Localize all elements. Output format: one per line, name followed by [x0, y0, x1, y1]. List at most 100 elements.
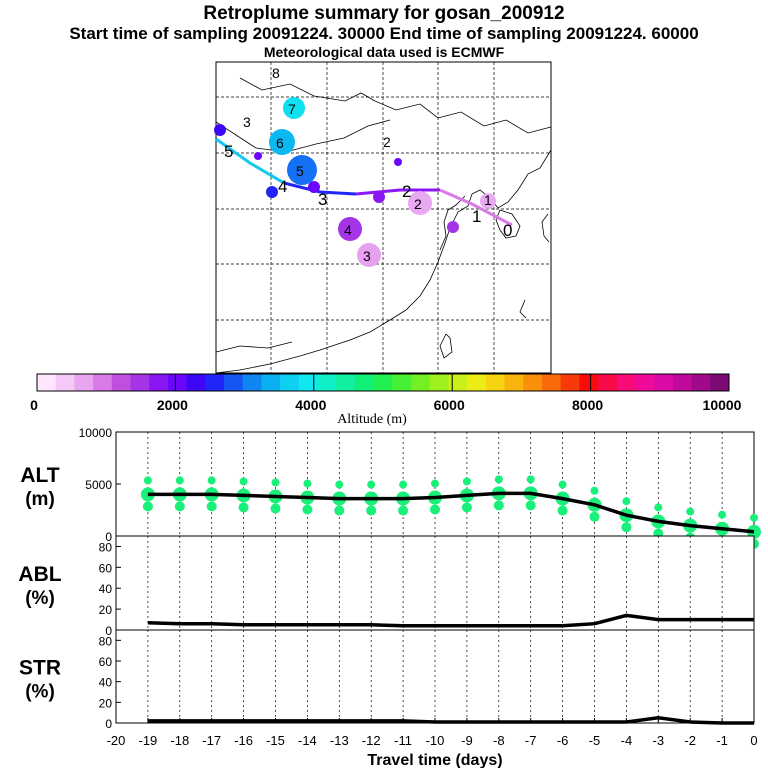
colorbar-cell [672, 374, 693, 391]
xtick-label: -2 [684, 733, 696, 748]
colorbar-cell [485, 374, 506, 391]
cluster-5 [287, 155, 317, 185]
xtick-label: -1 [716, 733, 728, 748]
map-panel: 5 4 3 2 1 0 8 7 6 5 4 3 3 2 2 1 [214, 61, 552, 374]
colorbar-cell [37, 374, 57, 391]
plume-blob [462, 477, 471, 486]
ytick-label: 20 [99, 696, 113, 710]
cluster-label-7: 7 [288, 101, 296, 117]
xtick-label: -6 [557, 733, 569, 748]
ylabel-str: STR [19, 657, 61, 680]
track-label-0: 0 [503, 221, 512, 240]
colorbar-cell [93, 374, 113, 391]
plume-blob [589, 511, 600, 522]
cluster-label-6: 6 [276, 135, 284, 151]
ylabel-unit: (m) [25, 489, 55, 510]
sampling-times: Start time of sampling 20091224. 30000 E… [69, 24, 699, 43]
time-series-panels: 0500010000ALT(m)020406080ABL(%)020406080… [18, 426, 761, 768]
colorbar-cell [130, 374, 150, 391]
xtick-label: -11 [394, 733, 412, 748]
plume-blob [686, 507, 695, 516]
colorbar-cell [74, 374, 94, 391]
colorbar-cell [149, 374, 169, 391]
cluster-label-5: 5 [296, 163, 304, 179]
xtick-label: -16 [234, 733, 253, 748]
cluster-3 [357, 243, 381, 267]
ytick-label: 60 [99, 655, 113, 669]
cluster-label-8: 8 [272, 65, 280, 81]
xtick-label: -10 [426, 733, 445, 748]
xtick-label: -8 [493, 733, 505, 748]
xtick-label: -20 [107, 733, 126, 748]
plume-blob [238, 502, 249, 513]
series-line-alt [147, 491, 755, 534]
xtick-label: -3 [653, 733, 665, 748]
plume-blob [270, 503, 281, 514]
plume-blob [398, 505, 409, 516]
colorbar-cell [55, 374, 75, 391]
xtick-label: -4 [621, 733, 633, 748]
plume-blob [525, 500, 536, 511]
plume-blob [303, 479, 312, 488]
colorbar-tick-label: 4000 [295, 397, 326, 413]
colorbar-cell [280, 374, 300, 391]
series-line-abl [147, 613, 754, 628]
ytick-label: 80 [99, 634, 113, 648]
plume-blob [494, 475, 503, 484]
colorbar-cell [635, 374, 655, 391]
plume-blob [621, 522, 632, 533]
ytick-label: 40 [99, 582, 113, 596]
ytick-label: 5000 [85, 478, 112, 492]
colorbar-label: Altitude (m) [337, 412, 407, 427]
colorbar-cell [429, 374, 449, 391]
plume-blob [590, 486, 599, 495]
colorbar-tick-label: 10000 [703, 397, 742, 413]
colorbar-cell [317, 374, 337, 391]
coastlines-borders [215, 77, 552, 374]
colorbar-cell [579, 374, 599, 391]
series-line-str [147, 716, 754, 725]
plume-blob [718, 510, 727, 519]
plume-blob [526, 475, 535, 484]
cluster-label-1: 1 [484, 192, 492, 208]
trajectory-track [215, 137, 513, 227]
colorbar-cell [373, 374, 393, 391]
colorbar-cell [242, 374, 262, 391]
cluster-4 [338, 217, 362, 241]
ytick-label: 20 [99, 603, 113, 617]
plume-blob [557, 505, 568, 516]
met-data-line: Meteorological data used is ECMWF [263, 44, 505, 60]
colorbar-cell [560, 374, 580, 391]
cluster-6 [269, 129, 295, 155]
plume-blob [335, 480, 344, 489]
track-label-3: 3 [318, 190, 327, 209]
xtick-label: -14 [298, 733, 317, 748]
colorbar-cell [523, 374, 543, 391]
colorbar-tick-label: 2000 [157, 397, 188, 413]
colorbar-tick-label: 6000 [434, 397, 465, 413]
plume-blob [302, 504, 313, 515]
ytick-label: 60 [99, 561, 113, 575]
ylabel-alt: ALT [20, 464, 59, 487]
track-label-2: 2 [402, 182, 411, 201]
colorbar-tick-label: 8000 [572, 397, 603, 413]
colorbar-cell [205, 374, 225, 391]
colorbar-cell [261, 374, 281, 391]
colorbar-cell [616, 374, 636, 391]
cluster-label-2b: 2 [383, 134, 391, 150]
colorbar-cell [336, 374, 356, 391]
colorbar-cell [691, 374, 711, 391]
track-label-4: 4 [278, 177, 287, 196]
plume-blob [430, 504, 440, 515]
colorbar-cell [710, 374, 730, 391]
xlabel: Travel time (days) [367, 752, 502, 768]
plume-blob [142, 501, 153, 512]
colorbar-cell [467, 374, 487, 391]
plume-blob [207, 476, 216, 485]
ylabel-abl: ABL [18, 563, 61, 586]
colorbar-cell [504, 374, 524, 391]
panel-abl: 0 20 40 60 80 ABL(%) [18, 535, 755, 638]
colorbar-cell [298, 374, 319, 391]
xtick-label: -17 [202, 733, 221, 748]
